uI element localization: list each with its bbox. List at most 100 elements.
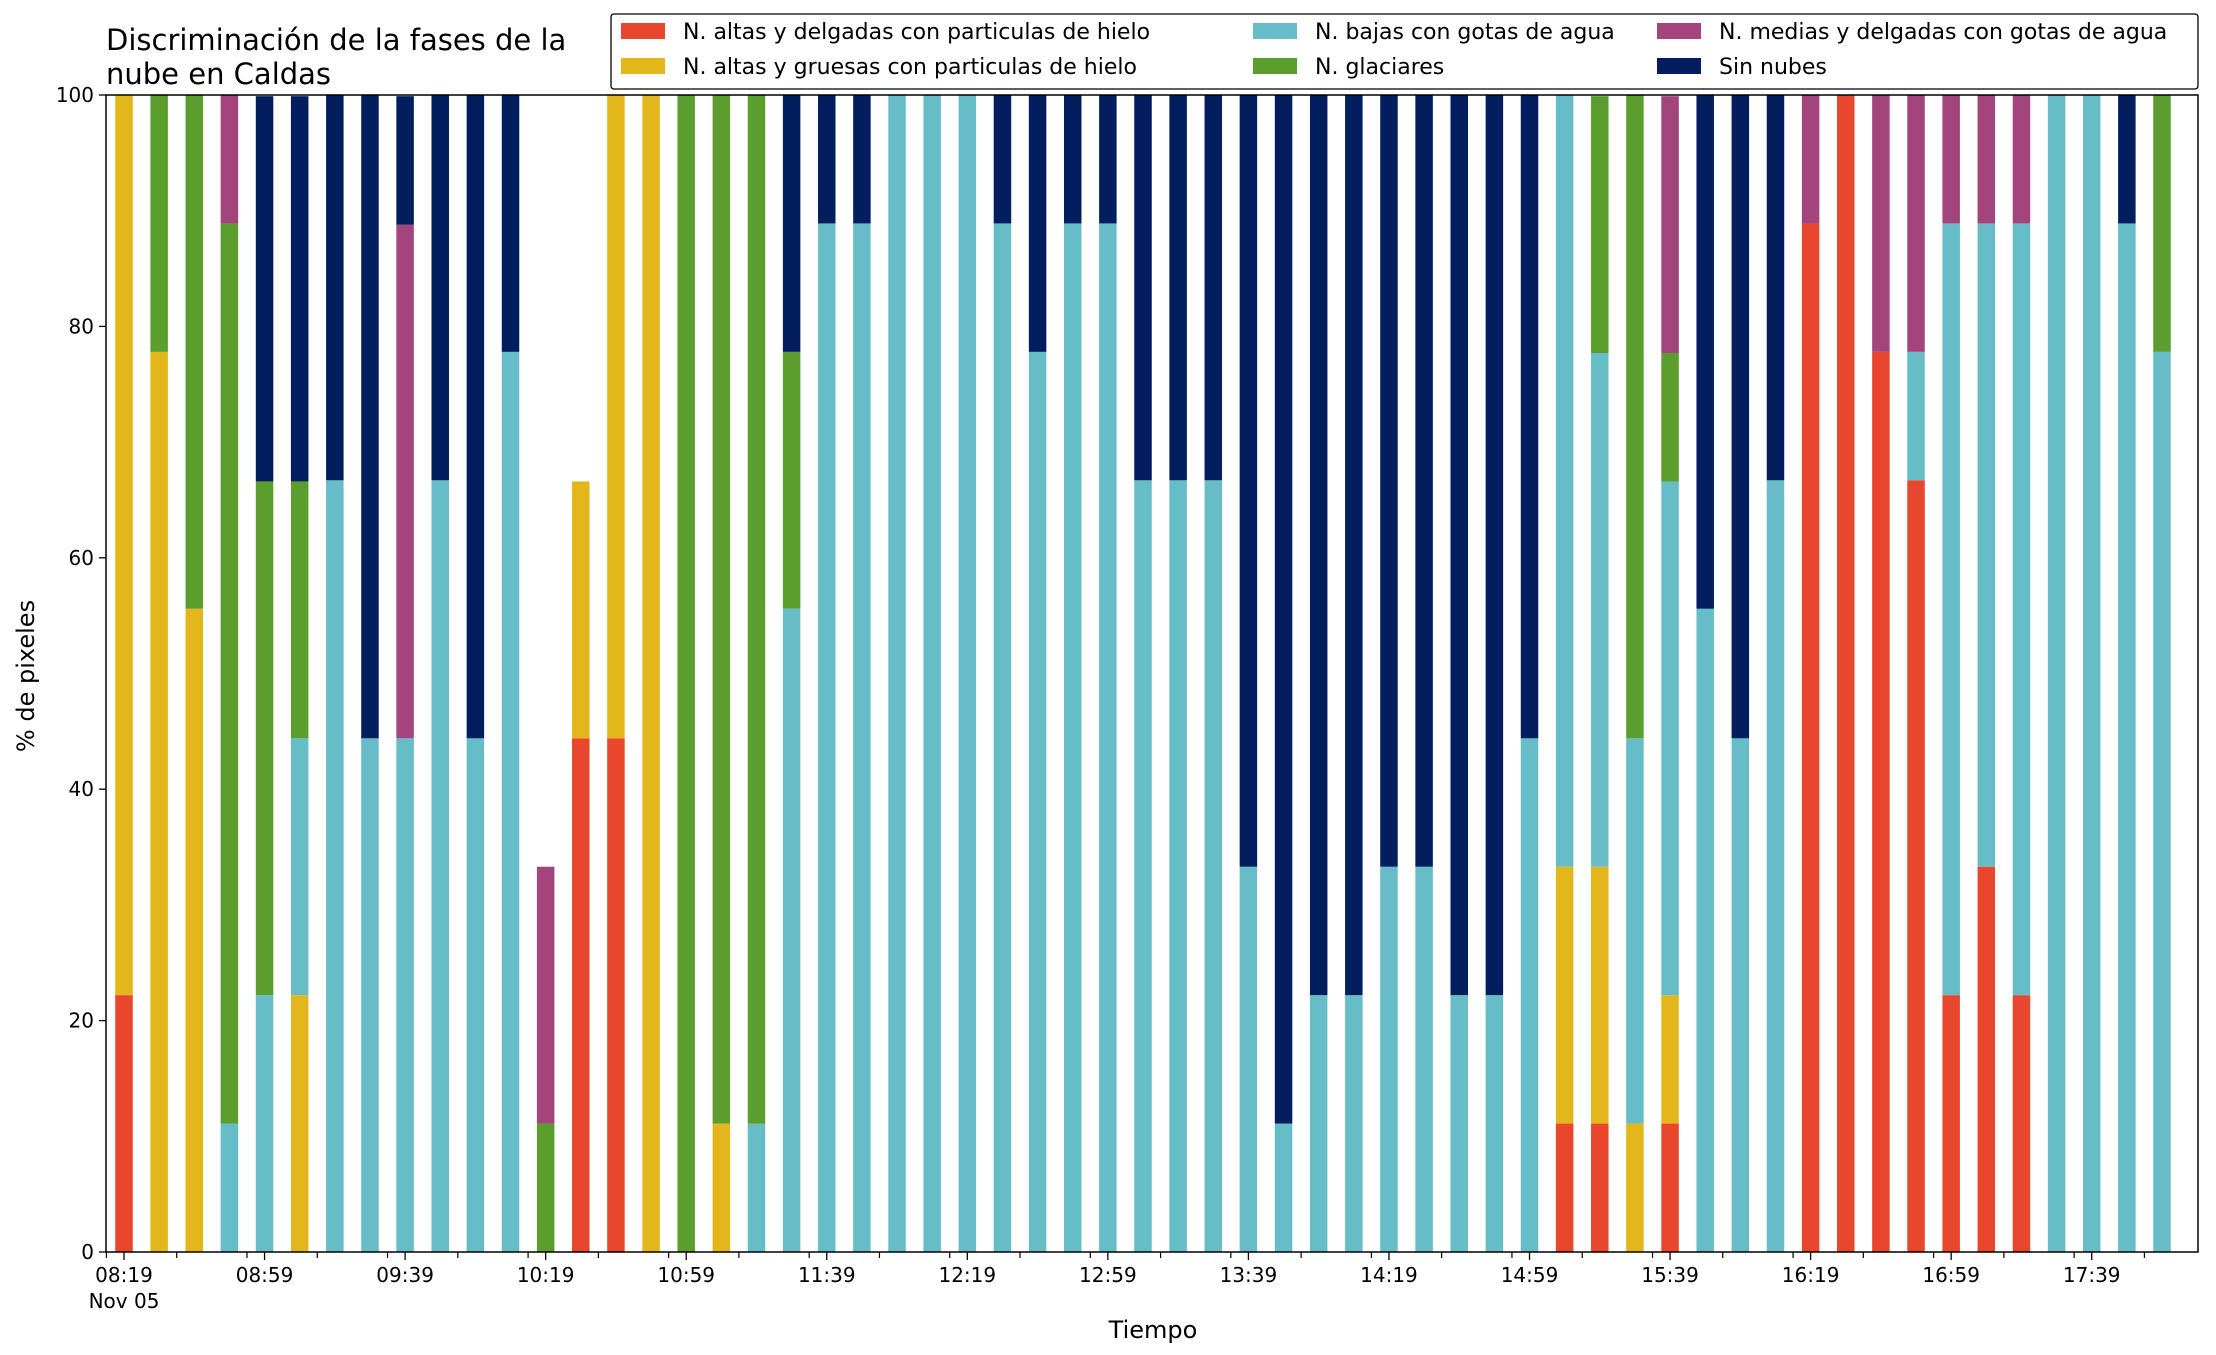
bar-segment-57-5 [2118, 95, 2136, 224]
x-tick-label-11: 15:39 [1641, 1263, 1699, 1287]
bar-segment-15-1 [642, 95, 660, 1252]
x-tick-label-3: 10:19 [517, 1263, 575, 1287]
plot-frame [105, 94, 2199, 1253]
bar-segment-56-2 [2082, 95, 2101, 1252]
bar-segment-54-4 [2012, 95, 2031, 224]
bar-segment-4-3 [255, 481, 274, 996]
legend-swatch-0 [621, 23, 665, 39]
bar-segment-0-0 [115, 995, 133, 1252]
bar-segment-44-4 [1661, 96, 1679, 354]
chart-title-line1: Discriminación de la fases de la [106, 23, 566, 57]
bar-segment-48-0 [1801, 223, 1820, 1253]
legend-box [610, 13, 2199, 90]
bar-segment-54-0 [2012, 995, 2031, 1252]
bar-segment-6-5 [326, 95, 344, 481]
bar-segment-25-5 [993, 95, 1012, 224]
bar-segment-44-2 [1661, 481, 1679, 996]
legend: N. altas y delgadas con particulas de hi… [610, 13, 2199, 90]
legend-swatch-4 [1657, 23, 1701, 39]
x-tick-label-0: 08:19 [95, 1263, 153, 1287]
bar-segment-30-2 [1169, 480, 1187, 1252]
x-tick-label-14: 17:39 [2063, 1263, 2121, 1287]
bar-segment-14-0 [607, 738, 625, 1252]
bar-segment-17-1 [712, 1123, 731, 1252]
bar-segment-2-3 [185, 95, 204, 609]
bar-segment-26-2 [1028, 351, 1047, 1253]
bar-segment-51-0 [1907, 480, 1925, 1252]
bars-group [115, 95, 2171, 1253]
bar-segment-57-2 [2118, 223, 2136, 1253]
bar-segment-21-5 [853, 95, 871, 224]
bar-segment-52-4 [1942, 95, 1960, 224]
bar-segment-39-5 [1485, 95, 1504, 996]
legend-label-3: N. glaciares [1315, 55, 1444, 80]
bar-segment-35-5 [1345, 95, 1363, 996]
bar-segment-14-1 [607, 95, 625, 739]
bar-segment-26-5 [1028, 95, 1047, 352]
bar-segment-30-5 [1169, 95, 1187, 481]
bar-segment-49-0 [1837, 95, 1855, 1252]
bar-segment-44-0 [1661, 1123, 1679, 1252]
legend-label-0: N. altas y delgadas con particulas de hi… [683, 20, 1150, 45]
bar-segment-48-4 [1801, 95, 1820, 224]
bar-segment-8-2 [396, 738, 414, 1252]
bar-segment-1-1 [150, 351, 168, 1253]
x-tick-label-7: 12:59 [1079, 1263, 1137, 1287]
bar-segment-25-2 [993, 223, 1012, 1253]
x-tick-label-8: 13:39 [1220, 1263, 1278, 1287]
bar-segment-41-1 [1555, 866, 1574, 1124]
bar-segment-19-5 [782, 95, 801, 352]
bar-segment-53-0 [1977, 866, 1996, 1252]
bar-segment-10-5 [466, 95, 485, 739]
bar-segment-10-2 [466, 738, 485, 1252]
bar-segment-52-0 [1942, 995, 1960, 1252]
bar-segment-18-3 [747, 95, 766, 1124]
bar-segment-29-2 [1134, 480, 1152, 1252]
bar-segment-41-2 [1555, 95, 1574, 867]
bar-segment-21-2 [853, 223, 871, 1253]
bar-segment-28-2 [1099, 223, 1117, 1253]
bar-segment-5-3 [290, 481, 309, 739]
x-tick-label-1: 08:59 [236, 1263, 294, 1287]
bar-segment-42-1 [1591, 866, 1609, 1124]
legend-label-5: Sin nubes [1719, 55, 1827, 80]
bar-segment-55-2 [2047, 95, 2066, 1252]
bar-segment-33-2 [1274, 1123, 1293, 1252]
bar-segment-32-2 [1239, 866, 1258, 1252]
x-tick-label-5: 11:39 [798, 1263, 856, 1287]
legend-swatch-5 [1657, 58, 1701, 74]
bar-segment-35-2 [1345, 995, 1363, 1252]
legend-label-1: N. altas y gruesas con particulas de hie… [683, 55, 1137, 80]
bar-segment-7-2 [361, 738, 379, 1252]
bar-segment-43-1 [1626, 1123, 1644, 1252]
bar-segment-11-5 [501, 95, 520, 352]
bar-segment-38-2 [1450, 995, 1468, 1252]
y-tick-label-4: 80 [69, 314, 94, 338]
bar-segment-45-2 [1696, 608, 1714, 1252]
bar-segment-13-1 [572, 481, 590, 739]
x-tick-label-13: 16:59 [1922, 1263, 1980, 1287]
x-tick-label-6: 12:19 [938, 1263, 996, 1287]
bar-segment-38-5 [1450, 95, 1468, 996]
bar-segment-28-5 [1099, 95, 1117, 224]
bar-segment-46-5 [1731, 95, 1750, 739]
bar-segment-2-1 [185, 608, 204, 1252]
bar-segment-7-5 [361, 95, 379, 739]
bar-segment-5-5 [290, 96, 309, 482]
bar-segment-37-2 [1415, 866, 1433, 1252]
legend-label-2: N. bajas con gotas de agua [1315, 20, 1615, 45]
x-tick-label-9: 14:19 [1360, 1263, 1418, 1287]
bar-segment-8-4 [396, 224, 414, 739]
bar-segment-27-5 [1063, 95, 1082, 224]
bar-segment-4-2 [255, 995, 274, 1252]
bar-segment-13-0 [572, 738, 590, 1252]
bar-segment-3-4 [220, 95, 239, 224]
bar-segment-16-3 [677, 95, 695, 1252]
bar-segment-36-2 [1380, 866, 1398, 1252]
bar-segment-19-3 [782, 351, 801, 609]
y-tick-label-2: 40 [69, 777, 94, 801]
bar-segment-29-5 [1134, 95, 1152, 481]
bar-segment-36-5 [1380, 95, 1398, 867]
bar-segment-50-4 [1872, 95, 1890, 352]
bar-segment-31-5 [1204, 95, 1223, 481]
